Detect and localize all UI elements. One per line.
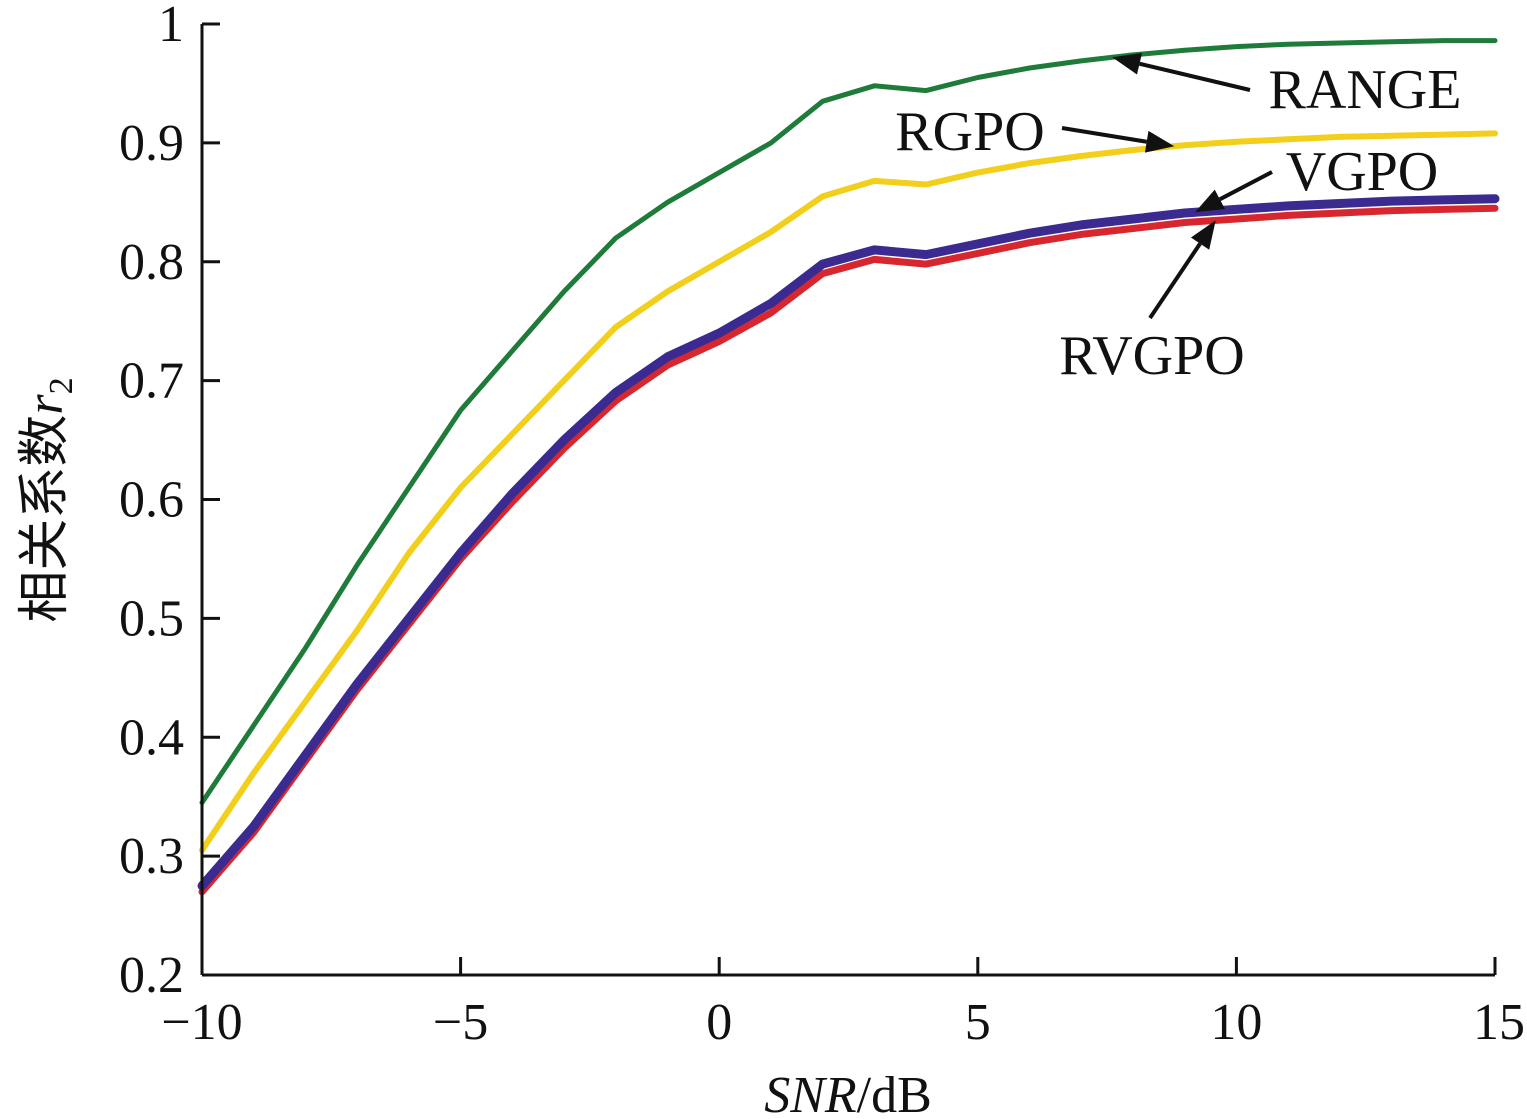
x-tick-label: 0 bbox=[706, 994, 732, 1051]
y-tick-label: 1 bbox=[158, 0, 184, 53]
series-layer bbox=[197, 38, 1500, 896]
svg-text:相关系数r2: 相关系数r2 bbox=[17, 377, 80, 622]
annotation-layer: RANGE RGPO VGPO RVGPO bbox=[895, 53, 1461, 387]
series-line-rvgpo bbox=[198, 204, 1499, 896]
y-tick-label: 0.2 bbox=[119, 947, 184, 1004]
y-axis-title-var: r bbox=[17, 394, 74, 415]
series-line-vgpo bbox=[197, 194, 1500, 891]
annotation-arrow-head bbox=[1144, 130, 1175, 153]
x-tick-label: −10 bbox=[161, 994, 242, 1051]
series-line-range bbox=[199, 38, 1498, 806]
annotation-label-rvgpo: RVGPO bbox=[1059, 325, 1244, 387]
annotation-arrow-line bbox=[1218, 170, 1273, 202]
annotation-arrow-head bbox=[1195, 189, 1225, 213]
ticks-layer: 0.2 0.3 0.4 0.5 0.6 0.7 0.8 0.9 1 −10 −5 0 5 10 15 bbox=[119, 0, 1525, 1051]
x-tick-label: 15 bbox=[1473, 994, 1525, 1051]
plot-area: 0.2 0.3 0.4 0.5 0.6 0.7 0.8 0.9 1 −10 −5 0 5 10 15 RAN… bbox=[119, 0, 1525, 1051]
x-tick-label: −5 bbox=[433, 994, 488, 1051]
annotation-arrow-head bbox=[1190, 220, 1216, 250]
y-axis-title-text: 相关系数 bbox=[17, 415, 74, 623]
x-axis-title-unit: /dB bbox=[857, 1067, 932, 1119]
x-axis-title-var: SNR bbox=[764, 1067, 856, 1119]
y-tick-label: 0.8 bbox=[119, 234, 184, 291]
y-tick-label: 0.6 bbox=[119, 472, 184, 529]
y-tick-label: 0.9 bbox=[119, 115, 184, 172]
y-tick-label: 0.7 bbox=[119, 353, 184, 410]
y-axis-title-sub: 2 bbox=[43, 377, 80, 394]
x-axis-title: SNR/dB bbox=[764, 1067, 932, 1119]
y-tick-label: 0.4 bbox=[119, 709, 184, 766]
annotation-label-vgpo: VGPO bbox=[1286, 141, 1438, 203]
y-tick-label: 0.3 bbox=[119, 828, 184, 885]
annotation-arrow-line bbox=[1139, 61, 1251, 92]
x-tick-label: 10 bbox=[1210, 994, 1262, 1051]
annotation-arrow-line bbox=[1148, 242, 1202, 320]
y-axis-title: 相关系数r2 bbox=[17, 377, 80, 622]
annotation-arrow-head bbox=[1112, 53, 1143, 75]
y-tick-label: 0.5 bbox=[119, 590, 184, 647]
annotation-label-range: RANGE bbox=[1269, 59, 1462, 121]
series-line-rgpo bbox=[199, 130, 1498, 854]
annotation-arrow-line bbox=[1061, 126, 1148, 144]
annotation-label-rgpo: RGPO bbox=[895, 101, 1044, 163]
x-tick-label: 5 bbox=[965, 994, 991, 1051]
